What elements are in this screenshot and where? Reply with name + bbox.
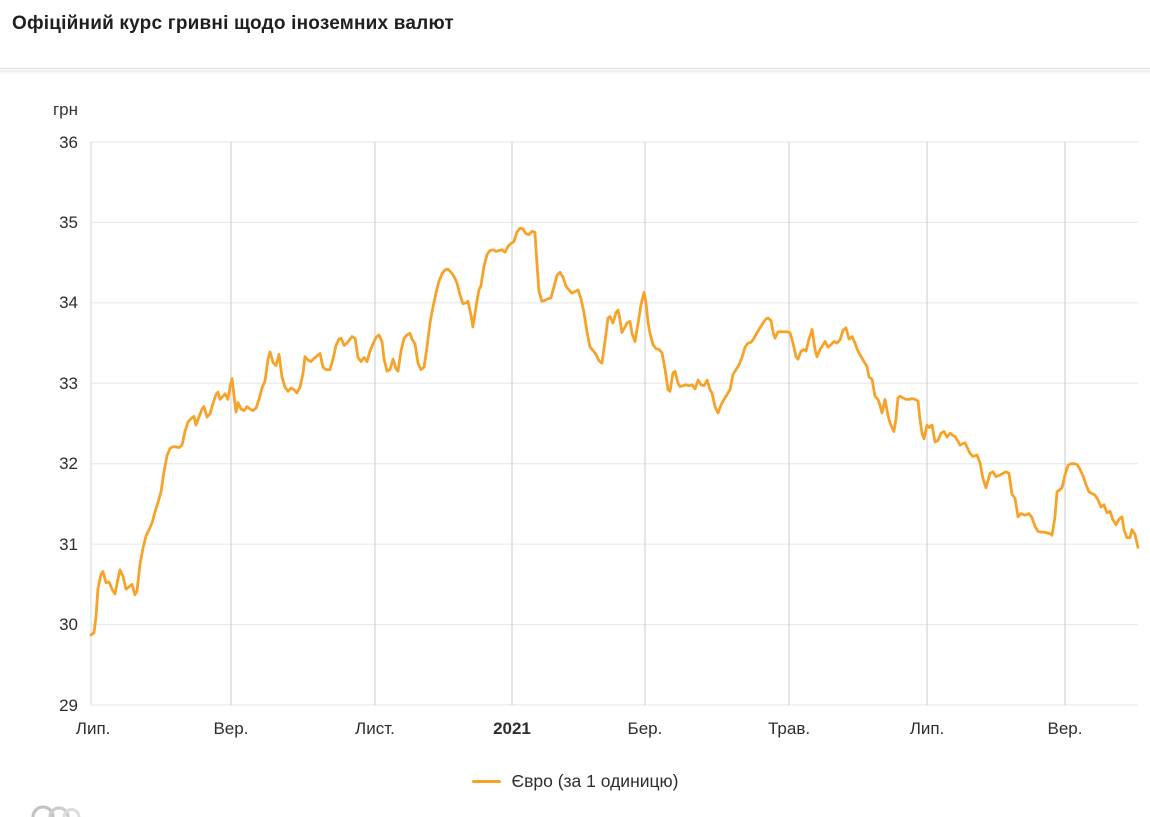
y-tick-label: 29 — [59, 695, 78, 715]
header-divider — [0, 70, 1150, 75]
legend-line-swatch — [471, 779, 501, 784]
watermark-arcs-icon — [31, 805, 81, 817]
legend-label: Євро (за 1 одиницю) — [511, 771, 679, 791]
y-tick-label: 32 — [59, 454, 78, 474]
legend-item-euro[interactable]: Євро (за 1 одиницю) — [471, 771, 679, 792]
chart-legend: Євро (за 1 одиницю) — [0, 771, 1150, 792]
y-tick-label: 35 — [59, 212, 78, 232]
y-tick-label: 34 — [59, 293, 78, 313]
x-tick-label: Лип. — [909, 719, 945, 738]
x-tick-label: 2021 — [493, 719, 531, 738]
x-tick-label: Лист. — [355, 719, 395, 738]
y-tick-label: 33 — [59, 373, 78, 393]
x-tick-label: Вер. — [1047, 719, 1083, 738]
y-tick-label: 30 — [59, 615, 78, 635]
y-tick-label: 36 — [59, 132, 78, 152]
y-tick-label: 31 — [59, 534, 78, 554]
page-title: Офіційний курс гривні щодо іноземних вал… — [12, 13, 454, 34]
x-tick-label: Вер. — [213, 719, 249, 738]
x-tick-label: Трав. — [767, 719, 811, 738]
series-line-euro — [89, 226, 1140, 637]
y-axis-unit-label: грн — [52, 100, 78, 119]
x-tick-label: Лип. — [75, 719, 111, 738]
chart-header: Офіційний курс гривні щодо іноземних вал… — [0, 0, 1150, 69]
x-tick-label: Бер. — [627, 719, 663, 738]
